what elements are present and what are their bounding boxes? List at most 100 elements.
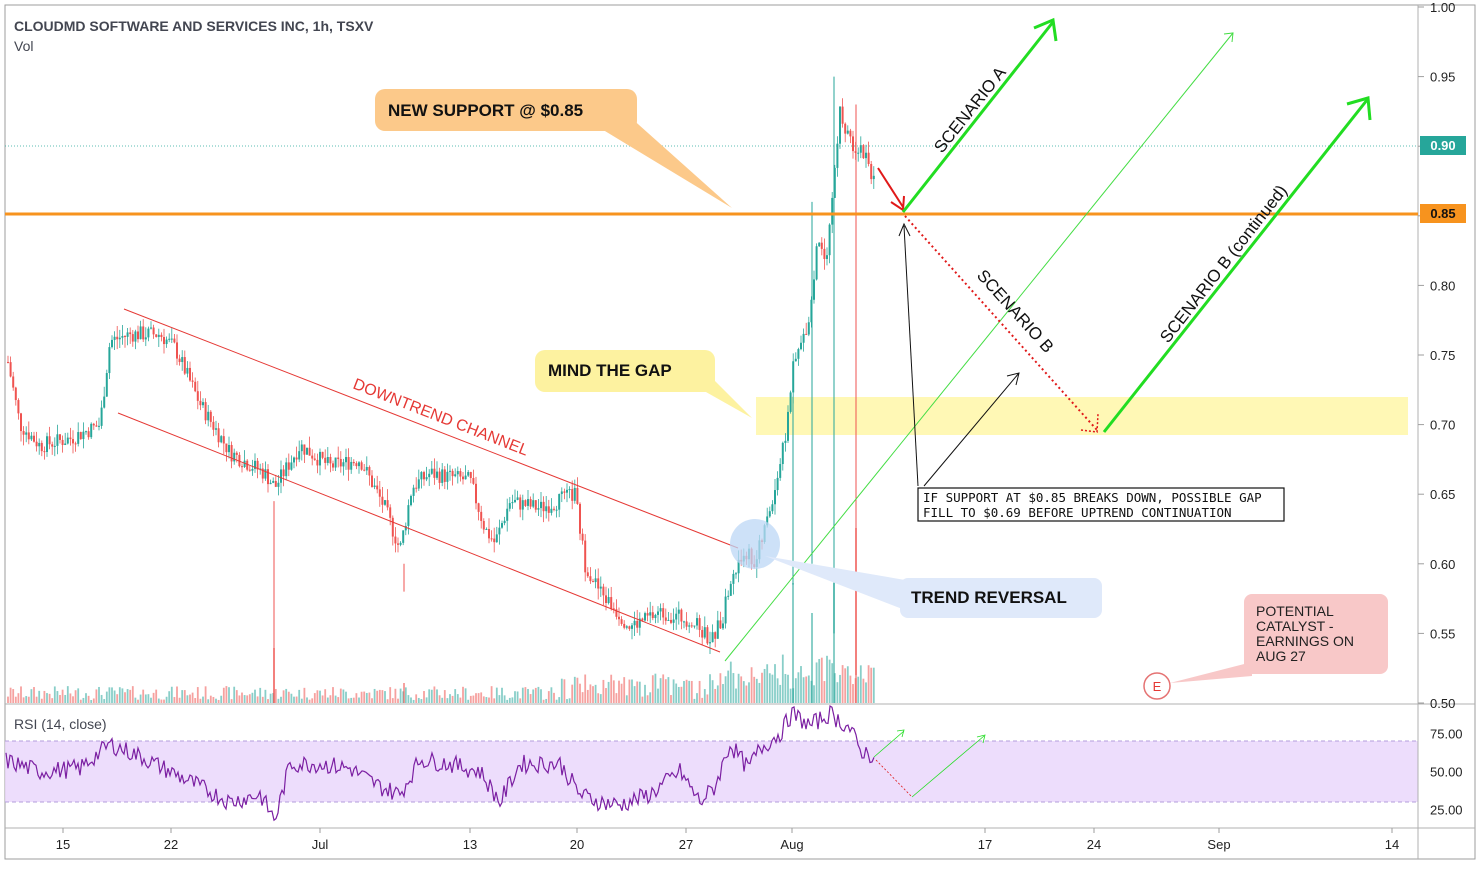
volume-bar: [729, 661, 732, 703]
volume-bar: [194, 698, 197, 703]
candle-body: [659, 608, 662, 612]
candle-body: [316, 459, 319, 466]
candle-body: [147, 328, 150, 338]
price-tick-label: 0.80: [1430, 278, 1455, 293]
candle-body: [170, 338, 173, 340]
volume-bar: [20, 686, 22, 703]
candle-body: [183, 357, 186, 374]
candle-body: [719, 620, 722, 629]
candle-body: [212, 421, 215, 430]
volume-bar: [233, 686, 236, 703]
volume-bar: [339, 688, 342, 703]
volume-bar: [79, 699, 82, 703]
volume-bar: [794, 678, 797, 703]
candle-body: [207, 411, 210, 421]
volume-bar: [118, 687, 121, 703]
volume-bar: [592, 686, 594, 703]
candle-body: [111, 339, 113, 348]
candle-body: [191, 380, 194, 382]
candle-body: [651, 612, 654, 619]
volume-bar: [98, 686, 100, 703]
volume-bar: [488, 697, 490, 703]
volume-bar: [95, 689, 98, 703]
candle-body: [347, 457, 350, 470]
note-box: [917, 487, 1285, 522]
candle-body: [571, 489, 574, 501]
volume-bar: [290, 693, 293, 703]
gap-zone: [756, 397, 1408, 435]
candle-body: [563, 491, 566, 493]
scenario-b-continued-arrowhead: [1346, 96, 1372, 121]
volume-bar: [633, 686, 636, 703]
candle-body: [178, 358, 181, 363]
volume-bar: [30, 689, 33, 703]
time-tick-label: 14: [1385, 837, 1399, 852]
volume-bar: [48, 693, 51, 703]
volume-bar: [503, 695, 506, 703]
catalyst-line-4: AUG 27: [1256, 648, 1306, 664]
volume-bar: [599, 694, 602, 703]
support-price-badge: [1420, 204, 1466, 223]
time-tick-label: Sep: [1207, 837, 1230, 852]
candle-body: [607, 597, 610, 603]
candle-body: [389, 507, 392, 518]
candle-body: [501, 523, 503, 528]
volume-bar: [72, 696, 74, 703]
candle-body: [319, 451, 321, 466]
volume-bar: [90, 699, 93, 703]
volume-bar: [469, 695, 472, 703]
candle-body: [64, 443, 67, 445]
volume-bar: [53, 686, 56, 703]
volume-bar: [303, 687, 306, 703]
new-support-label: NEW SUPPORT @ $0.85: [388, 101, 583, 120]
candle-body: [160, 334, 163, 338]
candle-body: [472, 478, 475, 484]
candle-body: [77, 432, 80, 444]
candle-body: [163, 337, 165, 345]
candle-body: [59, 434, 61, 440]
volume-bar: [638, 681, 641, 703]
volume-bar: [64, 694, 67, 703]
candle-body: [254, 460, 256, 469]
volume-bar: [430, 689, 433, 703]
candle-body: [386, 500, 389, 508]
volume-bar: [183, 690, 186, 703]
candle-body: [503, 520, 506, 524]
candle-body: [805, 333, 808, 335]
candle-body: [774, 490, 776, 505]
candle-body: [867, 152, 870, 164]
volume-bar: [199, 698, 202, 703]
uptrend-line: [724, 32, 1234, 662]
candle-body: [384, 500, 386, 505]
volume-bar: [238, 695, 241, 703]
candle-body: [475, 483, 477, 504]
candle-body: [404, 525, 407, 531]
candle-body: [381, 496, 384, 505]
volume-bar: [670, 695, 672, 703]
catalyst-line-1: POTENTIAL: [1256, 603, 1334, 619]
volume-bar: [189, 694, 191, 703]
volume-bars: [7, 528, 875, 703]
candle-body: [781, 442, 784, 465]
candle-body: [113, 336, 116, 340]
earnings-marker[interactable]: [1143, 672, 1171, 700]
candle-body: [550, 508, 553, 513]
volume-bar: [248, 694, 251, 703]
candle-body: [105, 373, 108, 397]
volume-bar: [456, 694, 459, 703]
candle-body: [498, 527, 501, 535]
candle-body: [90, 423, 93, 438]
candle-body: [277, 482, 280, 487]
candle-body: [527, 499, 529, 506]
candle-body: [56, 434, 59, 446]
candle-body: [823, 248, 826, 259]
candle-body: [792, 361, 795, 393]
volume-bar: [399, 688, 402, 703]
candle-body: [485, 528, 488, 530]
candle-body: [22, 431, 25, 435]
volume-bar: [293, 696, 295, 703]
volume-bar: [472, 695, 475, 703]
volume-bar: [389, 687, 392, 703]
volume-bar: [771, 674, 774, 703]
volume-bar: [350, 697, 353, 703]
